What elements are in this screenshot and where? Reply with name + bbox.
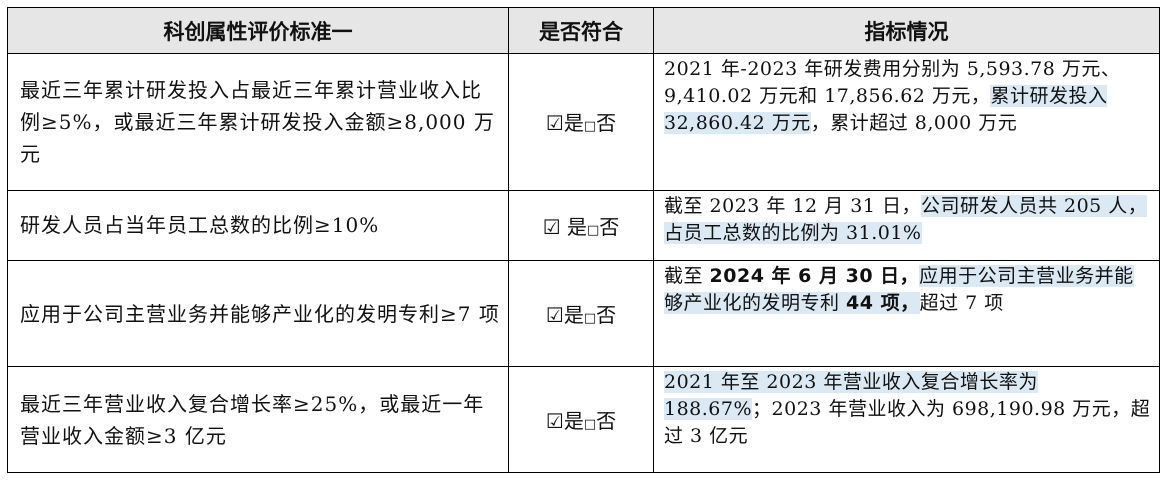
checked-checkbox-icon: ☑: [542, 214, 561, 239]
compliance-cell: ☑是□否: [508, 260, 654, 368]
header-row: 科创属性评价标准一 是否符合 指标情况: [7, 6, 1160, 55]
header-criterion: 科创属性评价标准一: [7, 6, 509, 55]
yes-label: 是: [563, 303, 584, 328]
status-text: ；2023 年营业收入为 698,190.98 万元，超过 3 亿元: [664, 398, 1151, 448]
unchecked-checkbox-icon: □: [583, 119, 597, 135]
no-label: 否: [599, 214, 620, 239]
compliance-cell: ☑是□否: [508, 366, 654, 473]
header-compliance: 是否符合: [508, 6, 654, 55]
status-cell: 截至 2024 年 6 月 30 日，应用于公司主营业务并能够产业化的发明专利 …: [653, 260, 1160, 368]
criterion-cell: 最近三年累计研发投入占最近三年累计营业收入比例≥5%，或最近三年累计研发投入金额…: [7, 53, 509, 191]
criterion-cell: 研发人员占当年员工总数的比例≥10%: [7, 189, 509, 262]
criteria-table: 科创属性评价标准一 是否符合 指标情况 最近三年累计研发投入占最近三年累计营业收…: [7, 6, 1160, 473]
compliance-cell: ☑是□否: [508, 53, 654, 191]
yes-label: 是: [563, 409, 584, 434]
yes-label: 是: [563, 111, 584, 136]
checked-checkbox-icon: ☑: [545, 303, 564, 328]
unchecked-checkbox-icon: □: [587, 222, 600, 238]
status-cell: 截至 2023 年 12 月 31 日，公司研发人员共 205 人，占员工总数的…: [653, 189, 1160, 262]
status-date: 2024 年 6 月 30 日，: [709, 265, 920, 288]
table-row: 应用于公司主营业务并能够产业化的发明专利≥7 项 ☑是□否 截至 2024 年 …: [7, 260, 1160, 368]
status-cell: 2021 年至 2023 年营业收入复合增长率为 188.67%；2023 年营…: [653, 366, 1160, 473]
header-status: 指标情况: [653, 6, 1160, 55]
no-label: 否: [596, 303, 617, 328]
status-text: 截至 2023 年 12 月 31 日，: [664, 194, 921, 217]
status-cell: 2021 年-2023 年研发费用分别为 5,593.78 万元、9,410.0…: [653, 53, 1160, 191]
status-text: ，累计超过 8,000 万元: [810, 112, 1018, 135]
criterion-cell: 应用于公司主营业务并能够产业化的发明专利≥7 项: [7, 260, 509, 368]
table-row: 最近三年累计研发投入占最近三年累计营业收入比例≥5%，或最近三年累计研发投入金额…: [7, 53, 1160, 191]
status-text: 截至: [664, 265, 710, 288]
unchecked-checkbox-icon: □: [583, 417, 597, 433]
status-text: 2021 年-2023 年研发费用分别为 5,593.78 万元、9,410.0…: [664, 58, 1121, 108]
patent-count: 44 项，: [846, 292, 920, 315]
status-text: 超过 7 项: [919, 292, 1004, 315]
criterion-cell: 最近三年营业收入复合增长率≥25%，或最近一年营业收入金额≥3 亿元: [7, 366, 509, 473]
yes-label: 是: [560, 214, 587, 239]
no-label: 否: [596, 111, 617, 136]
table-row: 研发人员占当年员工总数的比例≥10% ☑ 是□否 截至 2023 年 12 月 …: [7, 189, 1160, 262]
unchecked-checkbox-icon: □: [583, 311, 597, 327]
table-row: 最近三年营业收入复合增长率≥25%，或最近一年营业收入金额≥3 亿元 ☑是□否 …: [7, 366, 1160, 473]
no-label: 否: [596, 409, 617, 434]
compliance-cell: ☑ 是□否: [508, 189, 654, 262]
checked-checkbox-icon: ☑: [545, 111, 564, 136]
checked-checkbox-icon: ☑: [545, 409, 564, 434]
